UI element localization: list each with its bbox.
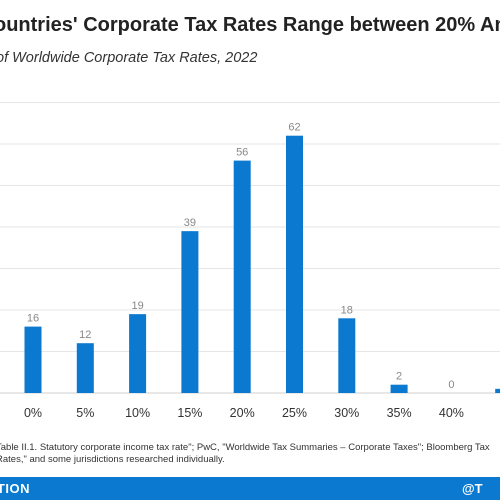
chart-subtitle: of Worldwide Corporate Tax Rates, 2022 [0, 50, 500, 70]
x-tick-label: 25% [282, 406, 307, 420]
x-tick-label: 35% [387, 406, 412, 420]
x-tick-label: 15% [177, 406, 202, 420]
data-label: 62 [288, 122, 300, 134]
data-labels: 16 12 19 39 56 62 18 2 0 [27, 122, 455, 391]
data-label: 18 [341, 304, 353, 316]
chart-title-text: ountries' Corporate Tax Rates Range betw… [0, 14, 500, 36]
x-tick-label: 5% [76, 406, 94, 420]
chart-subtitle-text: of Worldwide Corporate Tax Rates, 2022 [0, 50, 258, 66]
bar [286, 135, 303, 393]
footer-brand: ATION [0, 481, 30, 496]
bar-chart: 16 12 19 39 56 62 18 2 0 0% 5% 10% 15% 20% 25% 30% 35% 4… [0, 102, 500, 420]
footer-bar: ATION @T [0, 477, 500, 500]
data-label: 0 [448, 379, 454, 391]
bar [495, 388, 500, 393]
source-note: Table II.1. Statutory corporate income t… [0, 442, 500, 472]
bar [129, 314, 147, 393]
data-label: 12 [79, 329, 91, 341]
bar [181, 231, 199, 393]
footer-handle[interactable]: @T [462, 481, 483, 496]
x-tick-label: 30% [334, 406, 359, 420]
x-tick-label: 0% [24, 406, 42, 420]
x-tick-label: 20% [230, 406, 255, 420]
bar [76, 343, 94, 393]
chart-title: ountries' Corporate Tax Rates Range betw… [0, 14, 500, 44]
data-label: 2 [396, 371, 402, 383]
data-label: 19 [131, 300, 143, 312]
bars [24, 135, 500, 393]
source-line-2: Rates," and some jurisdictions researche… [0, 454, 225, 465]
x-tick-labels: 0%5%10%15%20%25%30%35%40%4 [24, 406, 464, 420]
data-label: 56 [236, 147, 248, 159]
source-line-1: Table II.1. Statutory corporate income t… [0, 442, 490, 453]
bar [338, 318, 356, 393]
x-tick-label: 40% [439, 406, 464, 420]
data-label: 16 [27, 313, 39, 325]
bar [233, 160, 251, 393]
bar [24, 326, 42, 393]
x-tick-label: 10% [125, 406, 150, 420]
bar [390, 384, 408, 393]
data-label: 39 [184, 217, 196, 229]
